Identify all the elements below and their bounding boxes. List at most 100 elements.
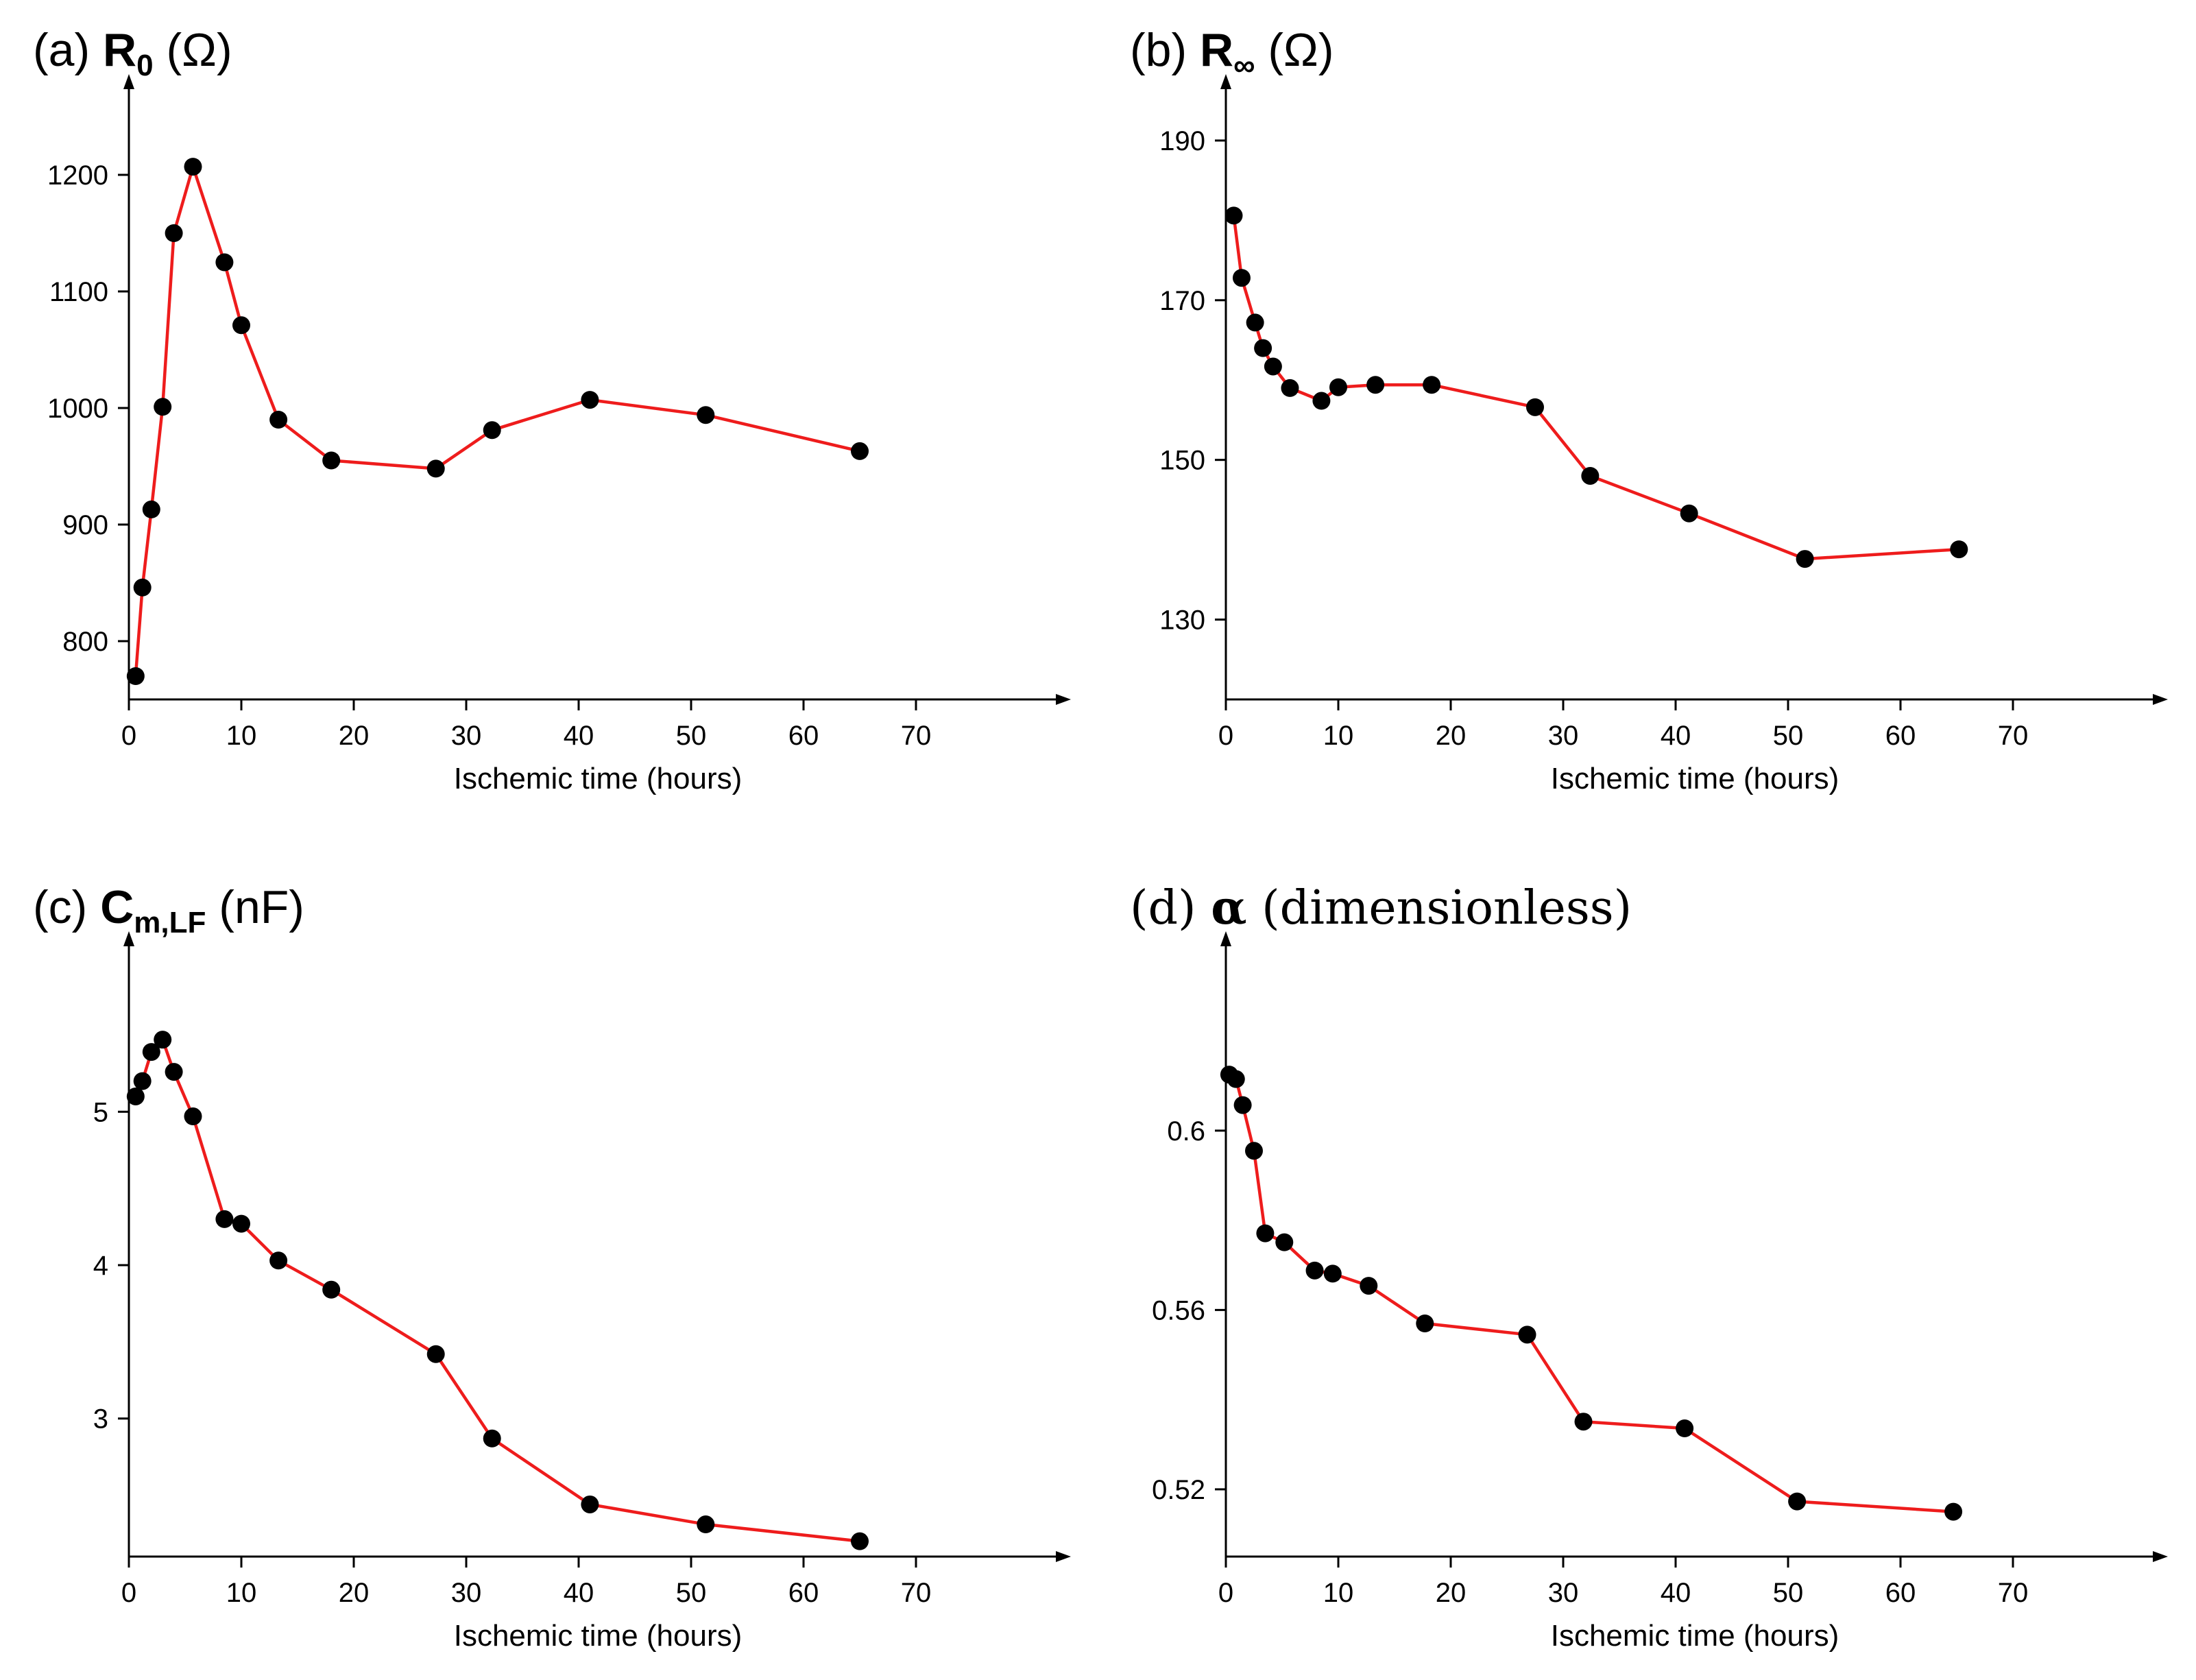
title-symbol: R (1200, 24, 1234, 76)
panel-title: (d) α (dimensionless) (1130, 880, 1632, 935)
data-point (133, 578, 152, 597)
data-point (1233, 1096, 1252, 1114)
data-point (154, 398, 172, 416)
data-point (1676, 1419, 1694, 1437)
panel-title: (c) Cm,LF (nF) (33, 880, 304, 938)
series-line (134, 165, 860, 677)
y-tick-label: 130 (1159, 605, 1205, 636)
x-tick-label: 0 (121, 1578, 136, 1608)
x-tick-label: 70 (901, 1578, 932, 1608)
title-suffix: (Ω) (153, 24, 232, 76)
x-tick-label: 10 (1323, 721, 1354, 751)
y-tick-label: 3 (93, 1404, 108, 1435)
panel-d: (d) α (dimensionless) 0 10 20 30 40 50 60 70 0.5… (1111, 871, 2180, 1680)
data-point (1416, 1315, 1434, 1332)
panel-c: (c) Cm,LF (nF) 0 10 20 30 40 50 60 70 3 4 5 Ischemi… (14, 871, 1083, 1680)
y-tick-label: 900 (62, 510, 108, 540)
series-line (1228, 1073, 1954, 1513)
x-tick-label: 10 (226, 1578, 257, 1608)
series-line (134, 1037, 860, 1543)
data-point (1246, 313, 1264, 332)
data-point (126, 667, 145, 685)
data-point (1312, 392, 1331, 410)
data-point (1944, 1502, 1963, 1521)
y-tick-label: 0.52 (1152, 1475, 1205, 1505)
x-tick-label: 0 (1218, 721, 1233, 751)
x-tick-label: 60 (1885, 721, 1916, 751)
data-point (426, 1345, 445, 1363)
data-point (269, 1251, 288, 1270)
x-tick-label: 50 (676, 1578, 707, 1608)
data-point (215, 253, 234, 272)
data-point (1275, 1233, 1294, 1251)
chart-c: 0 10 20 30 40 50 60 70 3 4 5 Ischemic time (hours) (93, 931, 1071, 1653)
data-point (1232, 269, 1251, 287)
x-tick-label: 70 (1998, 1578, 2029, 1608)
y-tick-label: 1100 (49, 277, 108, 307)
data-point (1366, 376, 1385, 394)
data-point (581, 1495, 599, 1513)
title-symbol: α (1211, 880, 1247, 935)
title-suffix: (Ω) (1255, 24, 1334, 76)
x-tick-label: 50 (1773, 1578, 1804, 1608)
title-prefix: (a) (33, 24, 103, 76)
data-point (851, 1532, 869, 1550)
data-point (154, 1031, 172, 1049)
y-tick-label: 1000 (47, 394, 108, 424)
data-point (1581, 466, 1600, 485)
x-axis-arrow (2153, 1551, 2168, 1562)
x-tick-label: 50 (676, 721, 707, 751)
data-point (1950, 540, 1968, 559)
y-tick-label: 0.56 (1152, 1295, 1205, 1325)
data-point (1423, 376, 1441, 394)
title-symbol: C (100, 881, 134, 933)
data-point (1518, 1325, 1536, 1344)
data-point (1264, 357, 1282, 376)
chart-b: 0 10 20 30 40 50 60 70 130 150 170 190 Ischemic time… (1159, 74, 2168, 795)
data-point (1256, 1224, 1275, 1243)
panel-a: (a) R0 (Ω) 0 10 20 30 40 50 60 70 800 900 1000 1100… (14, 14, 1083, 823)
x-axis-title: Ischemic time (hours) (454, 1619, 743, 1653)
data-point (1526, 398, 1544, 416)
x-tick-label: 0 (1218, 1578, 1233, 1608)
y-axis-arrow (123, 74, 134, 89)
x-tick-label: 20 (339, 1578, 370, 1608)
data-point (1227, 1070, 1245, 1088)
x-tick-label: 20 (1436, 721, 1467, 751)
x-tick-label: 10 (226, 721, 257, 751)
title-prefix: (d) (1130, 881, 1211, 935)
x-axis-title: Ischemic time (hours) (1551, 762, 1839, 795)
data-point (1788, 1492, 1807, 1511)
chart-d: 0 10 20 30 40 50 60 70 0.52 0.56 0.6 Ischemic time … (1152, 931, 2168, 1653)
data-point (126, 1087, 145, 1105)
x-tick-label: 20 (1436, 1578, 1467, 1608)
data-point (1329, 378, 1347, 396)
data-point (232, 316, 250, 335)
data-point (1305, 1261, 1324, 1280)
y-tick-label: 800 (62, 627, 108, 657)
y-tick-label: 170 (1159, 286, 1205, 316)
x-tick-label: 40 (564, 1578, 594, 1608)
data-point (184, 1107, 202, 1126)
y-tick-label: 1200 (47, 160, 108, 191)
title-suffix: (nF) (206, 881, 304, 933)
title-prefix: (c) (33, 881, 101, 933)
x-tick-label: 60 (788, 721, 819, 751)
x-tick-label: 40 (564, 721, 594, 751)
data-point (483, 421, 501, 440)
panel-b: (b) R∞ (Ω) 0 10 20 30 40 50 60 70 130 150 170 190 Is… (1111, 14, 2180, 823)
data-point (1224, 206, 1243, 225)
x-tick-label: 40 (1661, 721, 1691, 751)
data-point (232, 1214, 250, 1233)
y-tick-label: 5 (93, 1097, 108, 1127)
data-point (133, 1072, 152, 1090)
data-point (1323, 1264, 1342, 1283)
data-point (697, 1515, 715, 1534)
data-point (1796, 550, 1814, 568)
title-suffix: (dimensionless) (1246, 881, 1632, 935)
data-point (1574, 1413, 1593, 1431)
y-axis-arrow (123, 931, 134, 946)
y-axis-arrow (1220, 931, 1231, 946)
x-tick-label: 30 (1548, 721, 1579, 751)
data-point (426, 459, 445, 478)
